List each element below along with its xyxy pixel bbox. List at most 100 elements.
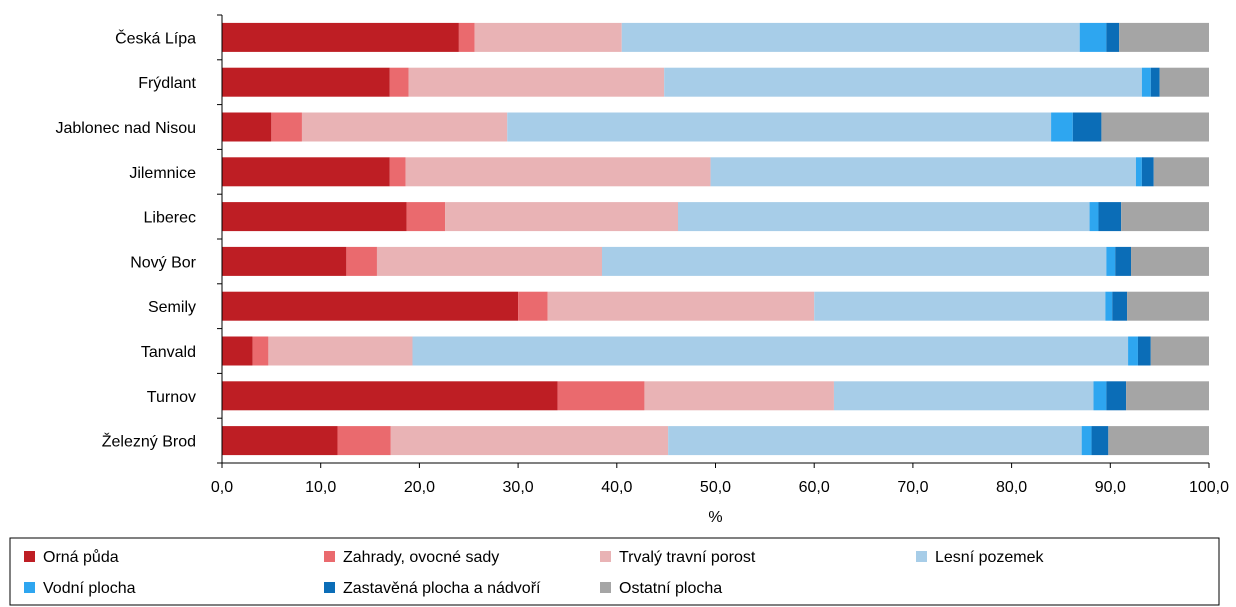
legend-swatch [24, 551, 35, 562]
bar-segment [1126, 381, 1209, 411]
bar-segment [1081, 426, 1092, 456]
bar-segment [271, 112, 302, 142]
bar-segment [557, 381, 645, 411]
category-labels: Česká Lípa Frýdlant Jablonec nad Nisou Jile… [55, 28, 196, 450]
bar-segment [337, 426, 391, 456]
bar-segment [389, 67, 409, 97]
bar-segment [664, 67, 1142, 97]
bar-segment [346, 246, 377, 276]
bar-segment [445, 202, 678, 232]
bar-segment [1112, 291, 1128, 321]
legend: Orná půda Zahrady, ovocné sady Trvalý trav… [9, 537, 1220, 606]
bar-segment [474, 22, 622, 52]
legend-swatch [324, 582, 335, 593]
bar-segment [1128, 336, 1138, 366]
legend-label: Zahrady, ovocné sady [343, 549, 499, 566]
bar-segment [1108, 426, 1209, 456]
bar-segment [222, 426, 338, 456]
bar-segment [405, 157, 711, 187]
category-label: Semily [148, 299, 196, 316]
bar-segment [222, 22, 459, 52]
bar-segment [710, 157, 1136, 187]
bar-segment [1105, 291, 1113, 321]
bar-segment [677, 202, 1090, 232]
bar-segment [1150, 67, 1160, 97]
x-ticks: 0,0 10,0 20,0 30,0 40,0 50,0 60,0 70,0 80,0 90,0 1… [211, 463, 1229, 496]
x-tick-label: 60,0 [799, 479, 830, 496]
bar-segment [222, 202, 407, 232]
category-label: Tanvald [141, 344, 196, 361]
x-tick-label: 30,0 [503, 479, 534, 496]
bar-segment [668, 426, 1082, 456]
bar-segment [1121, 202, 1209, 232]
legend-swatch [24, 582, 35, 593]
bar-segment [1072, 112, 1102, 142]
category-label: Frýdlant [138, 75, 196, 92]
bar-segment [301, 112, 508, 142]
category-label: Jablonec nad Nisou [55, 120, 196, 137]
bar-segment [1119, 22, 1209, 52]
bar-segment [601, 246, 1107, 276]
bar-segment [507, 112, 1052, 142]
bar-segment [1101, 112, 1209, 142]
bar-segment [1159, 67, 1209, 97]
bar-segment [1051, 112, 1073, 142]
bar-segment [376, 246, 602, 276]
bar-segment [252, 336, 269, 366]
bar-segment [1091, 426, 1109, 456]
legend-label: Orná půda [43, 548, 119, 566]
bar-segment [1153, 157, 1209, 187]
x-axis-title: % [708, 509, 722, 526]
category-label: Nový Bor [130, 254, 196, 271]
bar-segment [518, 291, 548, 321]
bar-segment [412, 336, 1129, 366]
legend-swatch [916, 551, 927, 562]
bar-segment [1131, 246, 1209, 276]
bar-segment [389, 157, 406, 187]
x-tick-label: 40,0 [601, 479, 632, 496]
x-tick-label: 20,0 [404, 479, 435, 496]
legend-swatch [600, 551, 611, 562]
bar-segment [458, 22, 475, 52]
bar-segment [1106, 22, 1120, 52]
bar-segment [1106, 381, 1127, 411]
bar-segment [222, 67, 390, 97]
x-tick-label: 90,0 [1095, 479, 1126, 496]
bar-segment [1150, 336, 1209, 366]
x-tick-label: 50,0 [700, 479, 731, 496]
legend-label: Lesní pozemek [935, 549, 1045, 566]
bar-segment [1127, 291, 1209, 321]
bar-segment [1079, 22, 1107, 52]
bar-segment [268, 336, 413, 366]
x-tick-label: 70,0 [897, 479, 928, 496]
x-tick-label: 0,0 [211, 479, 233, 496]
bar-segment [222, 381, 558, 411]
category-label: Česká Lípa [115, 28, 196, 47]
x-tick-label: 80,0 [996, 479, 1027, 496]
bar-segment [222, 336, 253, 366]
legend-label: Vodní plocha [43, 580, 136, 597]
x-tick-label: 100,0 [1189, 479, 1229, 496]
legend-swatch [600, 582, 611, 593]
legend-label: Ostatní plocha [619, 580, 722, 597]
legend-frame [9, 537, 1220, 606]
legend-label: Trvalý travní porost [619, 549, 756, 566]
bar-segment [833, 381, 1094, 411]
bar-segment [547, 291, 815, 321]
bar-segment [222, 157, 390, 187]
bar-segment [222, 246, 347, 276]
bar-segment [1089, 202, 1099, 232]
bar-segment [390, 426, 669, 456]
bar-segment [1106, 246, 1116, 276]
bar-segment [222, 291, 519, 321]
bar-segment [222, 112, 272, 142]
bar-segment [408, 67, 665, 97]
bar-segment [621, 22, 1080, 52]
legend-label: Zastavěná plocha a nádvoří [343, 580, 541, 597]
bar-segment [1141, 67, 1151, 97]
bar-segment [1093, 381, 1107, 411]
category-label: Jilemnice [129, 165, 196, 182]
legend-swatch [324, 551, 335, 562]
bar-segment [1141, 157, 1154, 187]
